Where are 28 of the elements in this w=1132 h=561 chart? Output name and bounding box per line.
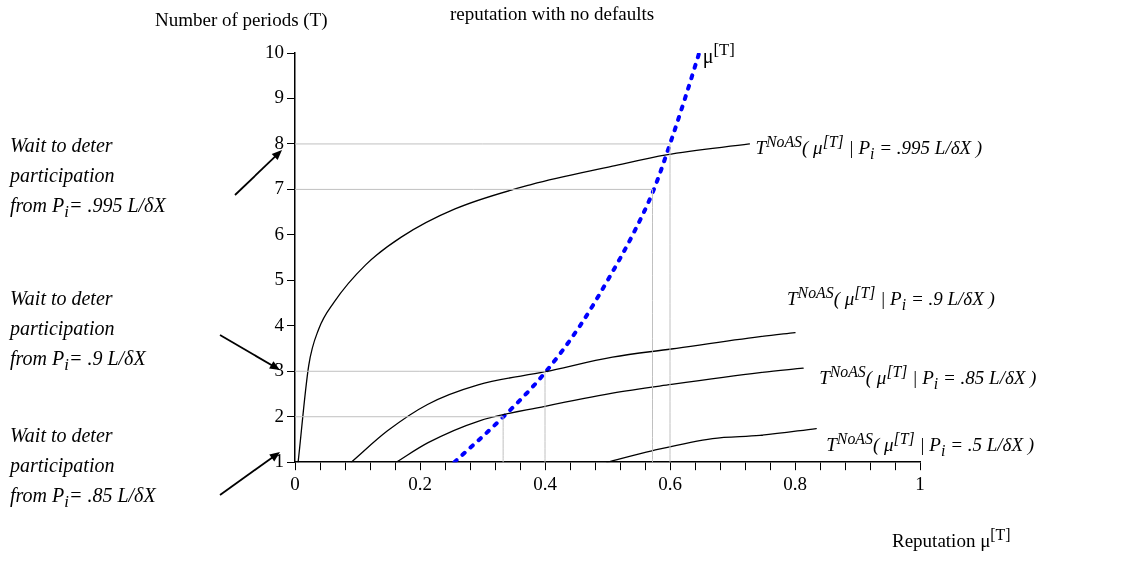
x-tick-label: 0.6 [658, 472, 682, 494]
x-tick-label: 0.2 [408, 472, 432, 494]
y-tick-label: 8 [274, 131, 284, 153]
series-label: T$^{NoAS}$( μ$^{[T]}$ | P$_{i}$ = .5 L/δX ) [826, 429, 1035, 459]
y-tick-label: 1 [274, 450, 284, 472]
series-label: T$^{NoAS}$( μ$^{[T]}$ | P$_{i}$ = .9 L/δX ) [787, 283, 995, 313]
y-tick-label: 9 [274, 86, 284, 108]
x-tick-label: 0 [290, 472, 300, 494]
x-axis-title: Reputation μ$^{[T]}$ [892, 526, 1011, 552]
y-tick-label: 4 [274, 313, 285, 335]
y-tick-label: 2 [274, 404, 284, 426]
y-tick-label: 3 [274, 359, 284, 381]
y-tick-label: 5 [274, 268, 284, 290]
text: Wait to deter participation from P$_{i}$= .85 L/δX [10, 423, 156, 513]
x-tick-label: 0.4 [533, 472, 558, 494]
y-tick-label: 10 [265, 40, 284, 62]
y-tick-label: 6 [274, 222, 284, 244]
text: Wait to deter participation from P$_{i}$= .995 L/δX [10, 133, 166, 223]
series-label: T$^{NoAS}$( μ$^{[T]}$ | P$_{i}$ = .85 L/δX ) [819, 363, 1037, 393]
series-label: μ$^{[T]}$ [702, 40, 735, 68]
line-series [452, 53, 701, 463]
series-label: T$^{NoAS}$( μ$^{[T]}$ | P$_{i}$ = .995 L/δX ) [755, 132, 983, 163]
x-tick-label: 1 [915, 472, 925, 494]
y-axis-title: Number of periods (T) [155, 9, 328, 30]
x-tick-label: 0.8 [783, 472, 807, 494]
text: Wait to deter participation from P$_{i}$= .9 L/δX [10, 286, 146, 376]
chart-title: reputation with no defaults [450, 3, 655, 24]
y-tick-label: 7 [274, 177, 284, 199]
